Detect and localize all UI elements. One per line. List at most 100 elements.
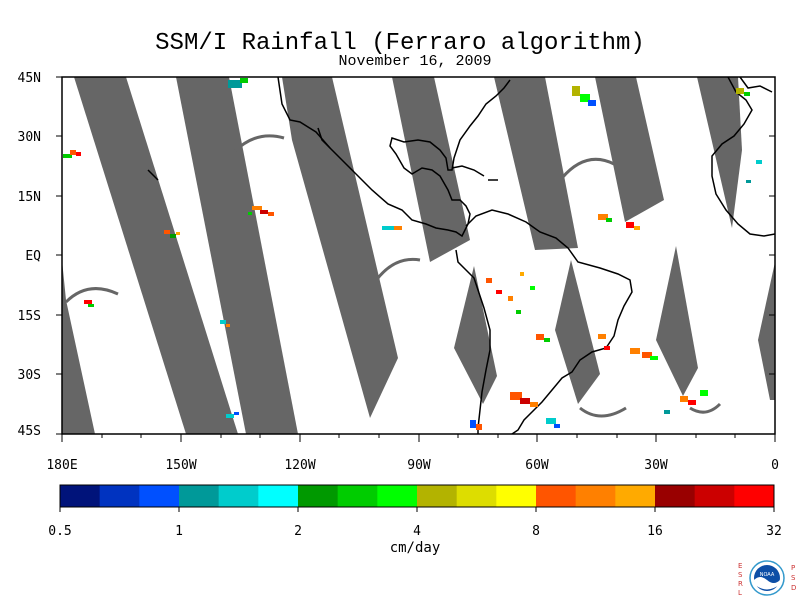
coastline-europe [739,77,773,93]
colorbar-units: cm/day [389,540,441,556]
lat-label: 45S [18,424,41,439]
colorbar-swatch [179,485,220,507]
lat-label: 30N [18,130,41,145]
colorbar-label: 32 [766,524,782,539]
lat-labels: 45N 30N 15N EQ 15S 30S 45S [18,71,42,439]
gap-swath [74,77,238,434]
lat-label: 15N [18,190,41,205]
coastline-baja [317,127,331,149]
swath-arc [560,157,615,179]
gap-swath [656,246,698,396]
noaa-logo: E S R L NOAA P S D [738,560,796,597]
map-subtitle: November 16, 2009 [338,53,492,70]
gap-swath [595,77,664,222]
logo-name: NOAA [760,572,775,578]
rain-patch [164,230,180,238]
colorbar-swatch [575,485,616,507]
rain-patch [486,272,535,314]
lat-label: 45N [18,71,41,86]
lon-label: 180E [46,458,77,473]
lat-label: 30S [18,368,41,383]
gap-swath [555,260,600,404]
lon-labels: 180E 150W 120W 90W 60W 30W 0 [46,458,779,473]
colorbar-swatch [139,485,180,507]
rain-patch [470,420,482,430]
lon-label: 30W [644,458,668,473]
colorbar-label: 1 [175,524,183,539]
rain-patch [736,88,750,96]
swath-arc [579,406,627,418]
colorbar-swatch [417,485,458,507]
swath-arc [689,402,722,414]
rain-patch [664,390,708,414]
logo-letter: E [738,562,742,570]
colorbar-swatch [734,485,775,507]
map-title: SSM/I Rainfall (Ferraro algorithm) [155,30,645,57]
rain-patch [228,78,248,88]
colorbar-label: 4 [413,524,421,539]
colorbar-swatch [60,485,101,507]
colorbar-swatch [694,485,735,507]
lon-label: 60W [525,458,549,473]
logo-letter: R [738,580,743,588]
colorbar-swatch [615,485,656,507]
rain-patch [63,150,81,158]
gap-swath [176,77,298,434]
colorbar [60,485,775,507]
swath-arc [64,287,119,304]
rain-patch [220,320,230,327]
rain-patch [84,300,94,307]
rain-patch [572,86,596,106]
rain-patch [746,160,762,183]
lon-ticks [61,434,776,442]
lon-label: 150W [165,458,196,473]
swath-arc [232,134,285,154]
coastline-south-america-west [455,249,491,434]
lon-label: 0 [771,458,779,473]
colorbar-label: 8 [532,524,540,539]
precipitation-patches [63,78,762,430]
coastlines [147,77,775,434]
gap-swath [494,77,578,250]
logo-letter: S [738,571,743,579]
rain-patch [510,392,560,428]
rain-patch [598,214,640,230]
lat-label: 15S [18,309,41,324]
colorbar-swatch [536,485,577,507]
colorbar-swatch [258,485,299,507]
colorbar-swatch [655,485,696,507]
colorbar-swatch [218,485,259,507]
colorbar-swatch [456,485,497,507]
lat-label: EQ [25,249,41,264]
gap-swath [697,77,742,228]
logo-letter: L [738,589,742,597]
lat-ticks [56,76,775,435]
logo-left-letters: E S R L [738,562,743,597]
coastline-north-america [277,77,511,238]
colorbar-swatch [377,485,418,507]
colorbar-label: 16 [647,524,663,539]
coastline-hawaii [147,169,159,181]
colorbar-labels: 0.5 1 2 4 8 16 32 [48,524,782,539]
logo-letter: P [791,564,795,572]
rain-patch [630,348,658,360]
lon-label: 120W [284,458,315,473]
colorbar-swatch [496,485,537,507]
coastline-cuba [451,165,485,177]
swath-edge-arcs [64,134,722,418]
rain-patch [226,412,239,418]
logo-letter: S [791,574,796,582]
coastline-africa [711,77,775,237]
logo-gull [754,577,780,590]
colorbar-swatch [298,485,339,507]
logo-letter: D [791,584,796,592]
rain-patch [536,334,610,350]
swath-arc [376,257,421,279]
colorbar-swatch [337,485,378,507]
lon-label: 90W [407,458,431,473]
rain-patch [248,206,274,216]
colorbar-label: 2 [294,524,302,539]
colorbar-ticks [59,507,775,512]
gap-swath [62,260,95,434]
